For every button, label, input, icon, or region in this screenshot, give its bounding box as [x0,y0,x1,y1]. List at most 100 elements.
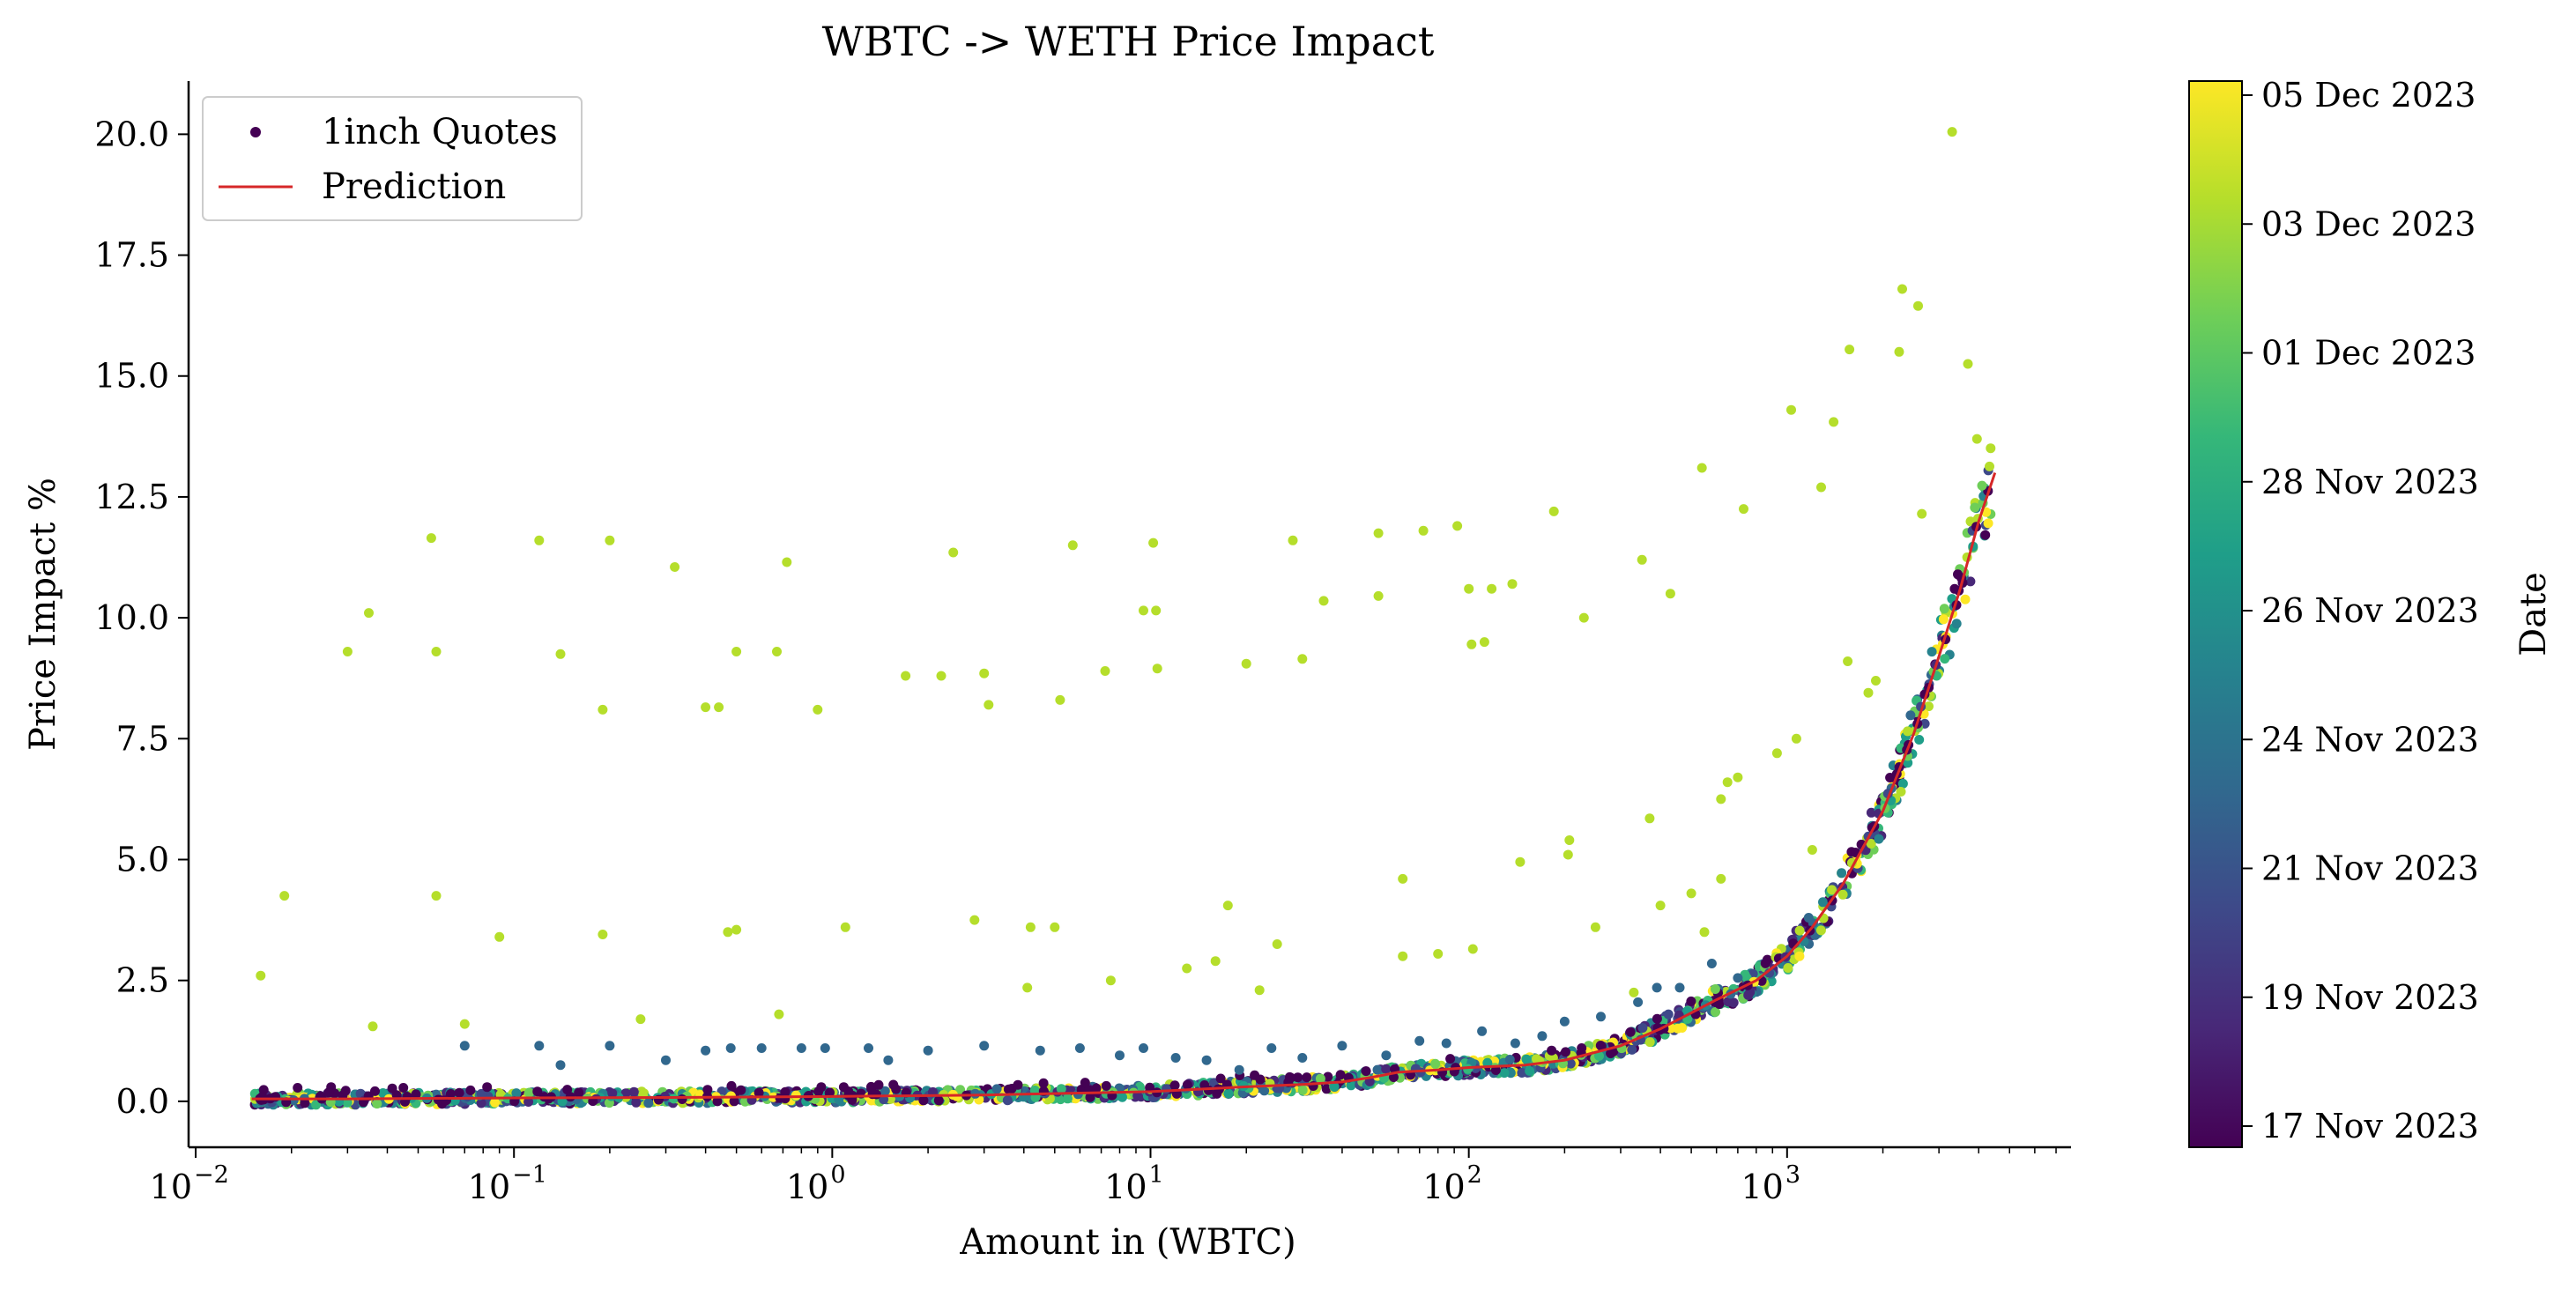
quote-point [1182,963,1192,974]
quote-point [1827,885,1837,895]
quote-point [661,1055,671,1065]
x-tick-label: 10 [786,1168,828,1206]
quote-point [1665,589,1675,599]
colorbar-tick-label: 17 Nov 2023 [2261,1107,2479,1145]
quote-point [1067,540,1078,551]
quote-point [1710,984,1720,994]
y-tick-label: 0.0 [116,1082,169,1121]
quote-point [1510,1038,1520,1049]
x-tick-label: 10 [1104,1168,1147,1206]
quote-point [1863,687,1874,698]
quote-point [1627,1044,1637,1055]
quote-point [948,547,959,558]
quote-point [426,533,436,544]
quote-point [1464,583,1474,594]
quote-point [1970,502,1980,513]
quote-point [923,1045,933,1056]
quote-point [1487,583,1497,594]
quote-point [1807,845,1817,855]
quote-point [342,647,353,656]
quote-point [780,1094,791,1104]
x-tick-exponent: 0 [830,1161,845,1189]
quote-point [1056,1084,1066,1094]
quote-point [1381,1050,1392,1061]
quote-point [1874,834,1884,844]
quote-point [880,1086,890,1096]
quote-point [1515,856,1526,867]
quote-point [1241,658,1251,669]
quote-point [1321,1084,1332,1094]
quote-point [1739,504,1748,515]
y-axis-ticks: 0.0 2.5 5.0 7.5 10.0 12.5 15.0 17.5 20.0 [94,115,189,1121]
quote-point [1547,1045,1557,1056]
quote-point [936,671,947,681]
quote-point [816,1082,827,1093]
chart-title: WBTC -> WETH Price Impact [822,18,1435,65]
quote-point [725,1043,736,1053]
quote-point [1272,939,1282,949]
quote-point [1266,1043,1277,1053]
x-axis-ticks: 10 −2 10 −1 10 0 10 1 10 2 10 3 [150,1147,2057,1206]
quote-point [1151,605,1162,616]
quote-point [1201,1055,1212,1065]
quote-point [494,931,505,942]
quote-point [574,1087,584,1098]
quote-point [991,1084,1002,1094]
quote-point [1080,1078,1090,1088]
quote-point [1917,508,1927,519]
x-tick-exponent: −2 [194,1161,229,1189]
quote-point [1145,1082,1155,1093]
legend: 1inch Quotes Prediction [202,96,583,221]
prediction-line [251,472,1997,1101]
y-tick-label: 12.5 [94,478,169,516]
quote-point [1297,1053,1308,1063]
colorbar-label: Date [2513,572,2554,656]
quote-point [598,930,608,939]
quote-point [701,702,711,713]
quote-point [1315,1073,1325,1084]
quote-point [736,1085,746,1095]
quote-point [1210,956,1221,967]
quote-point [1055,694,1065,705]
quote-point [1323,1071,1333,1082]
quote-point [840,922,850,932]
quote-point [1346,1080,1356,1091]
quote-point [1913,300,1923,311]
quote-point [1100,666,1110,676]
quote-point [1985,461,1994,471]
quote-point [1117,1092,1127,1102]
x-tick-exponent: 2 [1467,1161,1482,1189]
quote-point [628,1086,639,1097]
quote-point [1152,664,1162,674]
quote-point [1980,530,1991,540]
quote-point [1565,1058,1576,1069]
quote-point [607,1088,618,1099]
quote-point [1234,1064,1244,1075]
quote-point [1433,949,1444,959]
x-tick-exponent: 3 [1785,1161,1800,1189]
quote-point [323,1087,334,1098]
quote-point [1101,1080,1111,1091]
quote-point [476,1098,486,1108]
quote-point [1002,1095,1013,1106]
quote-point [1038,1078,1049,1088]
quote-point [712,1096,723,1107]
quote-point [1963,359,1973,369]
quote-point [476,1088,486,1099]
quote-point [1414,1035,1425,1046]
x-tick-label: 10 [468,1168,510,1206]
quote-point [1924,701,1934,712]
quote-point [1091,1083,1102,1094]
quote-point [1723,997,1733,1007]
quote-point [372,1099,382,1109]
quote-point [1548,506,1559,516]
quote-point [955,1085,966,1095]
y-tick-label: 7.5 [116,719,169,758]
quote-point [702,1085,713,1095]
colorbar-tick-label: 24 Nov 2023 [2261,720,2479,759]
quote-point [1940,654,1950,664]
quote-point [1318,596,1329,606]
quote-point [1441,1038,1451,1049]
quote-point [796,1043,806,1053]
